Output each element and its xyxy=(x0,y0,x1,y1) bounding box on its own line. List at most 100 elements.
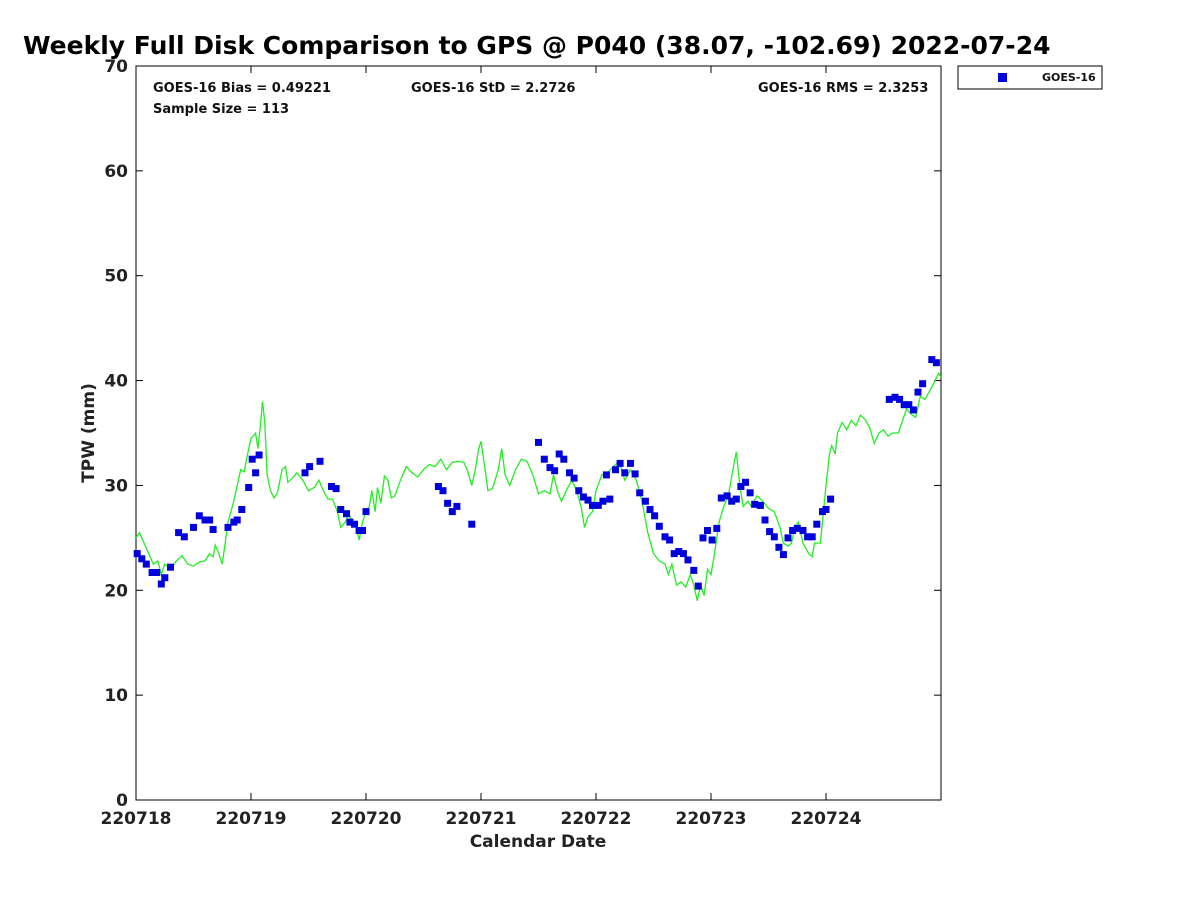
y-axis-label: TPW (mm) xyxy=(79,383,99,483)
x-tick-label: 220718 xyxy=(101,809,172,829)
goes16-point xyxy=(636,489,644,497)
goes16-point xyxy=(728,497,736,505)
goes16-point xyxy=(359,527,366,534)
goes16-point xyxy=(905,401,913,409)
goes16-point xyxy=(238,506,246,513)
goes16-point xyxy=(575,487,583,495)
goes16-point xyxy=(346,518,354,526)
bias-stat: GOES-16 Bias = 0.49221 xyxy=(153,81,331,96)
goes16-point xyxy=(546,464,554,472)
std-stat: GOES-16 StD = 2.2726 xyxy=(411,81,575,96)
goes16-point xyxy=(766,528,774,536)
y-tick-label: 50 xyxy=(104,267,128,287)
goes16-point xyxy=(148,569,156,576)
x-tick-label: 220722 xyxy=(561,809,632,829)
goes16-point xyxy=(813,520,821,528)
goes16-point xyxy=(770,533,778,541)
legend-box xyxy=(957,65,1103,90)
x-tick-label: 220720 xyxy=(331,809,402,829)
goes16-point xyxy=(328,483,335,490)
goes16-point xyxy=(245,484,253,491)
goes16-point xyxy=(566,469,573,477)
x-tick-label: 220721 xyxy=(446,809,517,829)
goes16-point xyxy=(761,516,769,524)
goes16-point xyxy=(560,455,568,463)
goes16-point xyxy=(737,483,745,490)
goes16-point xyxy=(713,524,721,532)
goes16-point xyxy=(885,395,893,403)
goes16-point xyxy=(675,548,683,555)
y-tick-label: 0 xyxy=(116,791,128,811)
goes16-point xyxy=(453,502,461,510)
goes16-point xyxy=(896,395,904,403)
goes16-point xyxy=(306,463,314,471)
goes16-point xyxy=(133,550,141,558)
goes16-point xyxy=(602,471,610,479)
goes16-point xyxy=(708,536,716,544)
goes16-point xyxy=(351,520,358,528)
goes16-point xyxy=(252,469,260,477)
goes16-point xyxy=(631,470,639,478)
plot-frame xyxy=(135,65,942,801)
legend-label: GOES-16 xyxy=(1042,71,1096,84)
goes16-point xyxy=(180,533,188,541)
goes16-point xyxy=(793,524,801,532)
goes16-point xyxy=(161,574,169,582)
goes16-point xyxy=(337,506,345,513)
goes16-point xyxy=(195,512,203,520)
x-axis-label: Calendar Date xyxy=(470,832,607,852)
goes16-point xyxy=(570,474,578,482)
goes16-point xyxy=(928,356,936,364)
goes16-point xyxy=(919,380,927,388)
goes16-point xyxy=(690,566,698,574)
legend: GOES-16 xyxy=(957,65,1103,90)
goes16-point xyxy=(439,487,447,495)
goes16-point xyxy=(224,523,232,531)
goes16-point xyxy=(789,527,797,534)
goes16-point xyxy=(190,523,197,531)
goes16-point xyxy=(157,580,165,588)
goes16-point xyxy=(434,483,442,490)
legend-marker xyxy=(998,73,1007,82)
goes16-point xyxy=(655,522,663,530)
goes16-point xyxy=(775,543,783,551)
goes16-point xyxy=(723,492,731,500)
goes16-point xyxy=(717,494,725,502)
goes16-point xyxy=(670,550,678,558)
goes16-point xyxy=(332,485,340,493)
goes16-point xyxy=(799,527,807,534)
goes16-point xyxy=(540,455,548,463)
goes16-point xyxy=(742,478,749,486)
goes16-point xyxy=(651,512,659,520)
rms-stat: GOES-16 RMS = 2.3253 xyxy=(758,81,928,96)
goes16-point xyxy=(233,516,241,524)
y-tick-label: 30 xyxy=(104,476,128,496)
goes16-point xyxy=(206,516,214,524)
goes16-point xyxy=(362,508,370,516)
goes16-point xyxy=(822,506,830,513)
y-tick-label: 20 xyxy=(104,581,128,601)
x-tick-label: 220724 xyxy=(791,809,862,829)
goes16-point xyxy=(138,555,146,563)
x-axis: 220718 220719 220720 220721 220722 220723 2207… xyxy=(101,66,862,829)
goes16-point xyxy=(641,497,649,505)
goes16-point xyxy=(606,495,614,503)
chart-title: Weekly Full Disk Comparison to GPS @ P04… xyxy=(23,31,1050,60)
y-tick-label: 60 xyxy=(104,162,128,182)
goes16-point xyxy=(779,551,787,559)
goes16-point xyxy=(646,506,654,513)
goes16-point xyxy=(535,438,542,446)
goes16-point xyxy=(551,467,559,475)
goes16-point xyxy=(589,501,596,509)
y-axis: 0 10 20 30 40 50 60 70 xyxy=(104,57,941,811)
goes16-point xyxy=(175,529,183,537)
goes16-point xyxy=(661,533,669,541)
goes16-point xyxy=(142,560,150,568)
goes16-point xyxy=(444,499,452,507)
goes16-point xyxy=(891,393,899,401)
goes16-point xyxy=(448,508,456,516)
goes16-point xyxy=(804,533,812,541)
goes16-point xyxy=(201,516,209,524)
y-tick-label: 40 xyxy=(104,372,128,392)
